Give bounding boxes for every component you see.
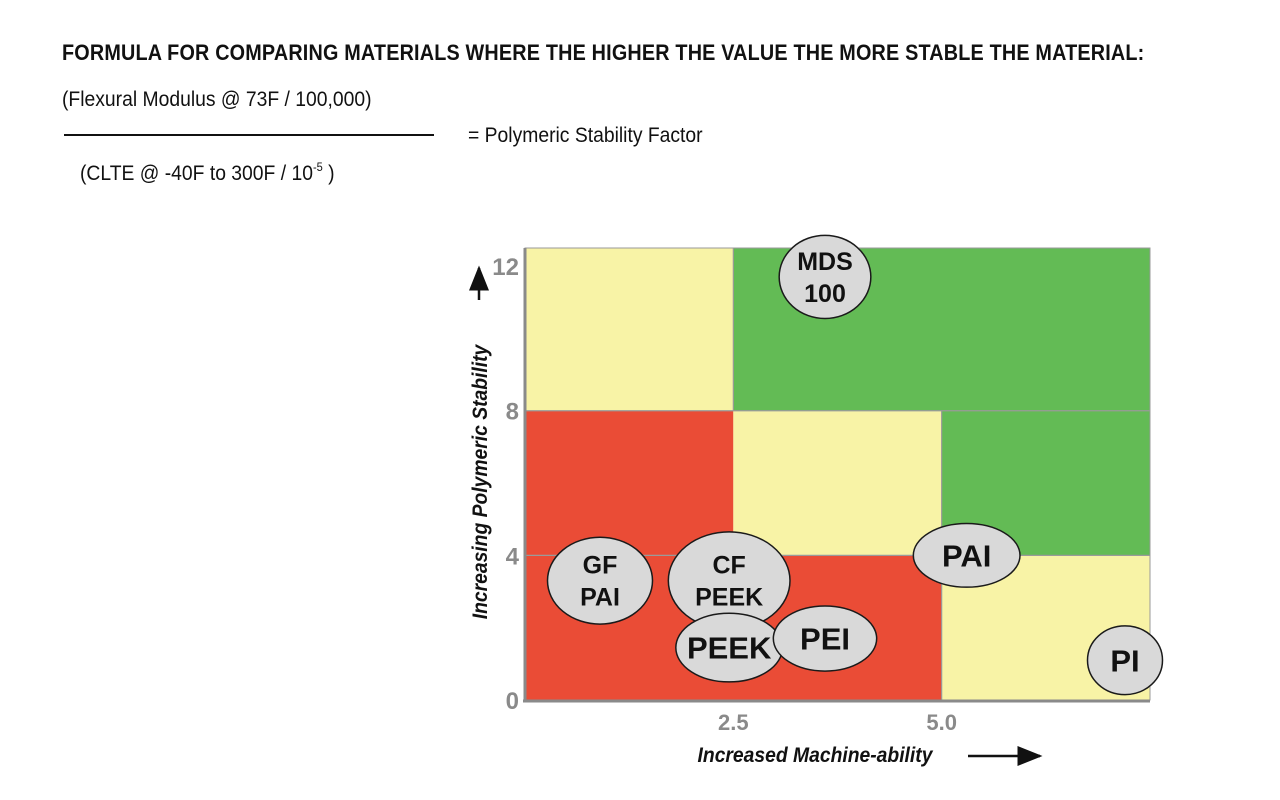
point-label: PI	[1110, 643, 1139, 678]
zone-3	[733, 410, 942, 556]
point-label: 100	[804, 280, 846, 308]
formula-denominator: (CLTE @ -40F to 300F / 10-5 )	[80, 160, 335, 186]
point-marker	[778, 234, 872, 320]
point-label: MDS	[797, 248, 853, 276]
point-label: PAI	[580, 584, 620, 612]
formula-fraction-line	[64, 134, 434, 136]
page-heading: FORMULA FOR COMPARING MATERIALS WHERE TH…	[62, 40, 1145, 65]
point-gf-pai: GF PAI	[546, 536, 654, 625]
y-tick-label: 0	[506, 688, 519, 715]
point-marker	[546, 536, 654, 625]
formula-denominator-exponent: -5	[312, 160, 323, 174]
formula-denominator-close: )	[322, 162, 335, 185]
chart-zones	[525, 248, 1150, 700]
point-label: GF	[583, 552, 618, 580]
x-tick-label: 5.0	[926, 710, 957, 735]
y-tick-label: 12	[492, 254, 519, 281]
point-label: PAI	[942, 539, 991, 574]
point-label: PEI	[800, 622, 850, 657]
y-tick-label: 8	[506, 399, 519, 426]
point-pi: PI	[1086, 625, 1164, 696]
point-peek: PEEK	[675, 612, 784, 683]
point-label: PEEK	[695, 584, 763, 612]
point-marker	[772, 605, 878, 672]
y-axis-title: Increasing Polymeric Stability	[469, 343, 492, 619]
point-cf-peek: CF PEEK	[667, 531, 791, 631]
point-pei: PEI	[772, 605, 878, 672]
x-axis-title: Increased Machine-ability	[698, 744, 935, 767]
y-tick-label: 4	[506, 543, 520, 570]
formula-denominator-base: (CLTE @ -40F to 300F / 10	[80, 162, 313, 185]
zone-2	[525, 410, 734, 556]
point-pai: PAI	[912, 522, 1021, 588]
chart-ticks: 0 4 8 12 2.5 5.0	[492, 254, 957, 735]
point-label: PEEK	[687, 631, 772, 666]
point-mds-100: MDS 100	[778, 234, 872, 320]
zone-0	[525, 248, 734, 411]
formula-numerator: (Flexural Modulus @ 73F / 100,000)	[62, 88, 372, 111]
x-tick-label: 2.5	[718, 710, 749, 735]
point-marker	[1086, 625, 1164, 696]
point-marker	[912, 522, 1021, 588]
chart-points: MDS 100 GF PAI CF PEEK PAI PEEK PEI PI	[546, 234, 1164, 696]
chart-axes	[523, 248, 1150, 703]
formula-result: = Polymeric Stability Factor	[468, 124, 703, 147]
point-label: CF	[713, 552, 746, 580]
